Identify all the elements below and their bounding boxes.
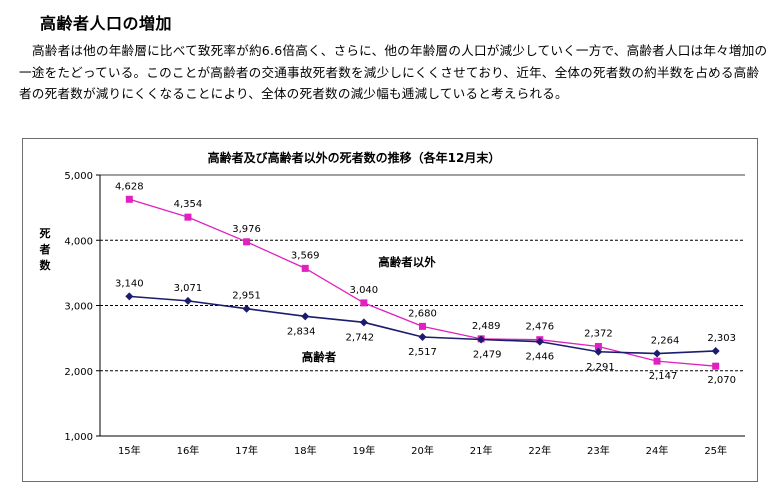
y-tick-label: 4,000 xyxy=(64,236,93,247)
data-label: 4,354 xyxy=(174,199,203,210)
data-label: 2,489 xyxy=(472,321,501,332)
series-line-non-elderly xyxy=(129,198,716,367)
data-point-non-elderly xyxy=(712,362,720,370)
data-point-elderly xyxy=(477,335,486,344)
line-chart: 高齢者及び高齢者以外の死者数の推移（各年12月末） 1,000 2,000 3,00… xyxy=(39,150,745,457)
x-tick-label: 18年 xyxy=(294,444,317,457)
data-label: 2,742 xyxy=(346,332,375,343)
x-tick-label: 24年 xyxy=(646,444,669,457)
data-point-elderly xyxy=(418,333,427,342)
data-point-elderly xyxy=(183,296,192,305)
chart-title: 高齢者及び高齢者以外の死者数の推移（各年12月末） xyxy=(208,150,501,165)
x-tick-label: 22年 xyxy=(528,444,551,457)
data-point-non-elderly xyxy=(594,342,602,350)
data-point-elderly xyxy=(594,347,603,356)
data-label: 2,476 xyxy=(525,322,554,333)
data-point-non-elderly xyxy=(301,264,309,272)
data-point-non-elderly xyxy=(419,322,426,330)
chart-frame: 高齢者及び高齢者以外の死者数の推移（各年12月末） 1,000 2,000 3,00… xyxy=(22,138,758,482)
y-tick-label: 3,000 xyxy=(64,302,93,313)
series-annotation-non-elderly: 高齢者以外 xyxy=(378,255,436,269)
data-label: 2,479 xyxy=(473,349,502,360)
data-point-non-elderly xyxy=(184,213,192,221)
y-axis-label-char: 者 xyxy=(39,242,51,256)
data-label: 2,834 xyxy=(287,326,316,337)
x-tick-label: 23年 xyxy=(587,444,610,457)
x-tick-label: 17年 xyxy=(235,444,258,457)
data-point-non-elderly xyxy=(125,195,133,203)
data-label: 2,070 xyxy=(707,375,736,386)
data-point-elderly xyxy=(711,346,720,355)
x-tick-label: 19年 xyxy=(352,444,375,457)
y-tick-label: 5,000 xyxy=(64,171,93,182)
data-label: 3,569 xyxy=(291,250,320,261)
data-label: 2,951 xyxy=(232,291,261,302)
y-axis-label-char: 死 xyxy=(40,227,51,240)
data-label: 2,303 xyxy=(707,333,736,344)
data-point-elderly xyxy=(242,304,251,313)
data-label: 2,517 xyxy=(408,347,437,358)
data-label: 3,140 xyxy=(115,278,144,289)
section-heading: 高齢者人口の増加 xyxy=(40,14,173,33)
x-tick-label: 16年 xyxy=(177,444,200,457)
y-tick-label: 1,000 xyxy=(64,432,93,443)
data-label: 2,264 xyxy=(651,336,680,347)
x-tick-label: 25年 xyxy=(704,444,727,457)
data-point-non-elderly xyxy=(360,299,368,307)
data-label: 2,680 xyxy=(408,308,437,319)
data-label: 2,147 xyxy=(649,371,678,382)
data-label: 3,976 xyxy=(232,224,261,235)
data-label: 2,291 xyxy=(586,362,615,373)
data-point-elderly xyxy=(125,292,134,301)
data-label: 3,071 xyxy=(174,283,203,294)
x-tick-label: 21年 xyxy=(470,444,493,457)
data-point-elderly xyxy=(301,312,310,321)
data-label: 2,446 xyxy=(525,352,554,363)
data-label: 4,628 xyxy=(115,181,144,192)
section-paragraph: 高齢者は他の年齢層に比べて致死率が約6.6倍高く、さらに、他の年齢層の人口が減少… xyxy=(19,43,768,101)
y-tick-label: 2,000 xyxy=(64,367,93,378)
x-tick-label: 15年 xyxy=(118,444,141,457)
series-annotation-elderly: 高齢者 xyxy=(302,350,337,364)
data-point-elderly xyxy=(359,318,368,327)
data-point-non-elderly xyxy=(653,357,661,365)
data-point-elderly xyxy=(535,337,544,346)
data-label: 3,040 xyxy=(350,285,379,296)
x-tick-label: 20年 xyxy=(411,444,434,457)
data-point-non-elderly xyxy=(243,238,251,246)
data-point-elderly xyxy=(653,349,662,358)
y-axis-label-char: 数 xyxy=(40,258,52,272)
data-label: 2,372 xyxy=(584,328,613,339)
